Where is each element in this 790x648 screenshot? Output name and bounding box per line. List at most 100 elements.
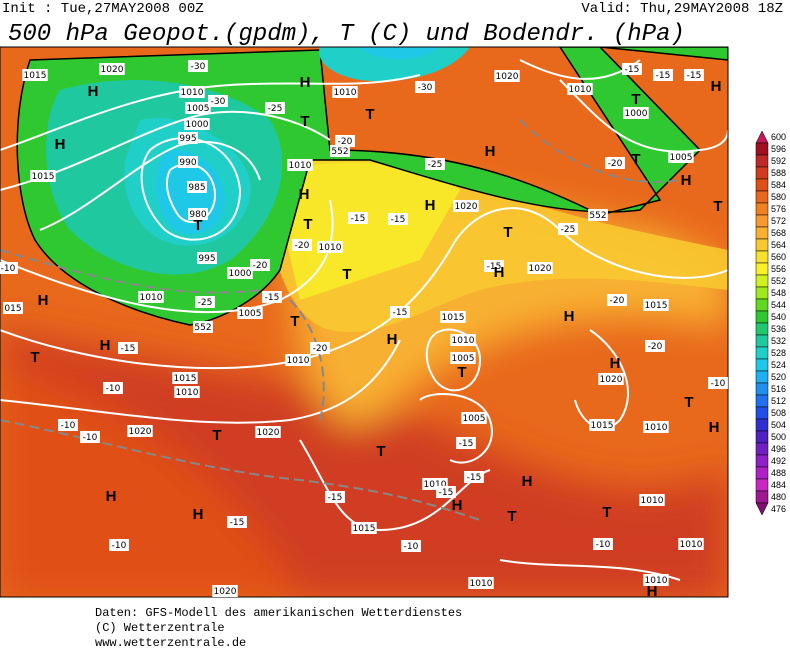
scale-label: 584	[771, 180, 786, 190]
color-swatch	[755, 394, 769, 408]
scale-label: 476	[771, 504, 786, 514]
contour-label: -20	[608, 159, 623, 169]
contour-label: -15	[439, 488, 454, 498]
pressure-center: H	[299, 186, 310, 203]
contour-label: 1020	[529, 264, 552, 274]
label-box	[262, 291, 282, 303]
contour-label: -15	[656, 71, 671, 81]
color-swatch	[755, 238, 769, 252]
contour-label: 995	[179, 134, 196, 144]
label-box	[80, 431, 100, 443]
contour-label: -20	[253, 261, 268, 271]
pressure-center: T	[212, 427, 221, 444]
pressure-center: H	[681, 172, 692, 189]
contour-label: 1020	[257, 428, 280, 438]
label-box	[440, 311, 466, 323]
scale-label: 560	[771, 252, 786, 262]
color-swatch	[755, 502, 769, 516]
label-box	[179, 86, 205, 98]
label-box	[464, 471, 484, 483]
label-box	[178, 132, 198, 144]
label-box	[388, 213, 408, 225]
label-box	[678, 538, 704, 550]
pressure-center: T	[631, 151, 640, 168]
scale-label: 504	[771, 420, 786, 430]
color-swatch	[755, 250, 769, 264]
contour-label: 1005	[452, 354, 475, 364]
contour-label: -20	[338, 137, 353, 147]
pressure-center: H	[38, 292, 49, 309]
label-box	[453, 200, 479, 212]
pressure-center: H	[485, 143, 496, 160]
contour-label: -20	[313, 344, 328, 354]
footer-line: (C) Wetterzentrale	[95, 621, 225, 635]
scale-label: 544	[771, 300, 786, 310]
color-swatch	[755, 370, 769, 384]
label-box	[3, 302, 23, 314]
map-area	[0, 47, 728, 597]
contour-label: -15	[230, 518, 245, 528]
label-box	[330, 145, 350, 157]
contour-label: -10	[1, 264, 16, 274]
contour-label: 1015	[442, 313, 465, 323]
scale-label: 500	[771, 432, 786, 442]
label-box	[436, 486, 456, 498]
color-swatch	[755, 286, 769, 300]
color-swatch	[755, 382, 769, 396]
label-box	[558, 223, 578, 235]
valid-time: Valid: Thu,29MAY2008 18Z	[581, 1, 783, 17]
contour-label: -30	[418, 83, 433, 93]
label-box	[605, 157, 625, 169]
scale-label: 540	[771, 312, 786, 322]
footer-line: www.wetterzentrale.de	[95, 636, 246, 648]
label-box	[22, 69, 48, 81]
init-time: Init : Tue,27MAY2008 00Z	[2, 1, 204, 17]
label-box	[188, 208, 208, 220]
pressure-center: H	[452, 497, 463, 514]
pressure-center: T	[300, 113, 309, 130]
pressure-center: T	[631, 91, 640, 108]
label-box	[227, 267, 253, 279]
label-box	[99, 63, 125, 75]
contour-label: -15	[459, 439, 474, 449]
label-box	[622, 63, 642, 75]
label-box	[212, 585, 238, 597]
label-box	[195, 296, 215, 308]
contour-label: -10	[711, 379, 726, 389]
color-swatch	[755, 466, 769, 480]
contour-label: -25	[198, 298, 213, 308]
pressure-center: T	[193, 217, 202, 234]
contour-label: -25	[268, 104, 283, 114]
contour-label: 1015	[645, 301, 668, 311]
pressure-center: H	[88, 83, 99, 100]
pressure-center: H	[522, 473, 533, 490]
pressure-center: T	[457, 364, 466, 381]
color-swatch	[755, 406, 769, 420]
color-swatch	[755, 442, 769, 456]
color-swatch	[755, 430, 769, 444]
scale-label: 528	[771, 348, 786, 358]
contour-label: -20	[610, 296, 625, 306]
scale-label: 548	[771, 288, 786, 298]
contour-label: 1010	[319, 243, 342, 253]
contour-label: -10	[83, 433, 98, 443]
label-box	[684, 69, 704, 81]
scale-label: 516	[771, 384, 786, 394]
label-box	[178, 156, 198, 168]
contour-label: 1020	[101, 65, 124, 75]
label-box	[325, 491, 345, 503]
label-box	[494, 70, 520, 82]
contour-label: -30	[191, 62, 206, 72]
label-box	[567, 83, 593, 95]
contour-label: -15	[467, 473, 482, 483]
label-box	[193, 321, 213, 333]
label-box	[109, 539, 129, 551]
label-box	[285, 354, 311, 366]
scale-label: 520	[771, 372, 786, 382]
contour-label: 1000	[229, 269, 252, 279]
contour-label: 1020	[600, 375, 623, 385]
pressure-center: T	[602, 504, 611, 521]
contour-label: 1020	[455, 202, 478, 212]
